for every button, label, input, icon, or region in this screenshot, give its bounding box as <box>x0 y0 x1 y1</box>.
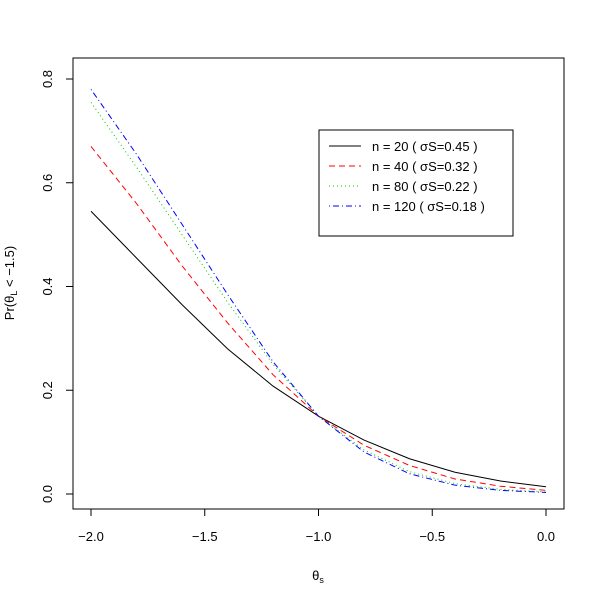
legend: n = 20 ( σS=0.45 ) n = 40 ( σS=0.32 ) n = … <box>318 129 514 237</box>
x-axis: −2.0 −1.5 −1.0 −0.5 0.0 <box>78 508 555 544</box>
legend-label-2: n = 40 ( σS=0.32 ) <box>372 159 478 174</box>
plot-frame <box>72 57 565 510</box>
x-axis-title-subscript: s <box>319 575 324 585</box>
y-tick-label: 0.8 <box>40 70 55 88</box>
y-axis-title: Pr(θL < −1.5) <box>2 246 19 320</box>
x-axis-title: θs <box>312 568 324 585</box>
y-axis-title-subscript: L <box>9 291 19 296</box>
x-tick-label: 0.0 <box>537 529 555 544</box>
y-axis: 0.0 0.2 0.4 0.6 0.8 <box>40 70 74 503</box>
y-tick-label: 0.4 <box>40 277 55 295</box>
legend-label-3: n = 80 ( σS=0.22 ) <box>372 179 478 194</box>
y-axis-title-post: < −1.5) <box>2 246 17 291</box>
x-tick-label: −2.0 <box>78 529 104 544</box>
y-tick-label: 0.0 <box>40 485 55 503</box>
legend-box <box>318 129 514 237</box>
y-tick-label: 0.2 <box>40 381 55 399</box>
series-line-1 <box>90 210 547 488</box>
legend-label-1: n = 20 ( σS=0.45 ) <box>372 139 478 154</box>
series-layer <box>90 89 547 493</box>
series-line-4 <box>90 89 547 493</box>
y-axis-title-pre: Pr(θ <box>2 296 17 321</box>
x-tick-label: −1.5 <box>192 529 218 544</box>
x-axis-title-symbol: θ <box>312 568 319 583</box>
x-tick-label: −1.0 <box>306 529 332 544</box>
y-tick-label: 0.6 <box>40 174 55 192</box>
x-tick-label: −0.5 <box>419 529 445 544</box>
legend-label-4: n = 120 ( σS=0.18 ) <box>372 199 485 214</box>
